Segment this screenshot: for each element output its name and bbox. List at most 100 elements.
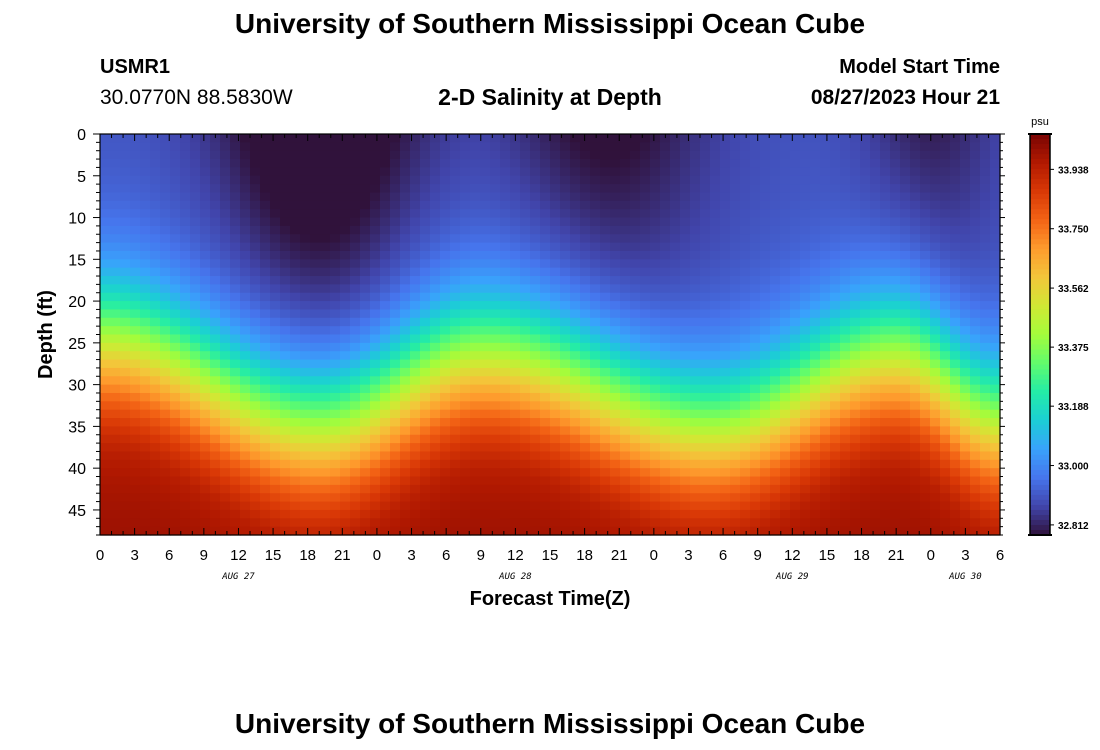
- heatmap-cell: [150, 384, 161, 394]
- heatmap-cell: [980, 217, 991, 227]
- heatmap-cell: [490, 501, 501, 511]
- heatmap-cell: [980, 392, 991, 402]
- heatmap-cell: [960, 401, 971, 411]
- heatmap-cell: [850, 150, 861, 160]
- heatmap-cell: [530, 259, 541, 269]
- heatmap-cell: [350, 459, 361, 469]
- heatmap-cell: [930, 317, 941, 327]
- heatmap-cell: [390, 476, 401, 486]
- heatmap-cell: [530, 317, 541, 327]
- heatmap-cell: [790, 317, 801, 327]
- heatmap-cell: [520, 309, 531, 319]
- heatmap-cell: [490, 376, 501, 386]
- heatmap-cell: [510, 501, 521, 511]
- heatmap-cell: [520, 159, 531, 169]
- heatmap-cell: [570, 518, 581, 528]
- heatmap-cell: [970, 284, 981, 294]
- heatmap-cell: [150, 426, 161, 436]
- heatmap-cell: [950, 200, 961, 210]
- heatmap-cell: [150, 443, 161, 453]
- heatmap-cell: [400, 418, 411, 427]
- heatmap-cell: [810, 301, 821, 311]
- heatmap-cell: [430, 192, 441, 202]
- heatmap-cell: [450, 484, 461, 494]
- heatmap-cell: [460, 159, 471, 169]
- heatmap-cell: [340, 376, 351, 386]
- heatmap-cell: [220, 518, 231, 528]
- heatmap-cell: [340, 309, 351, 319]
- heatmap-cell: [760, 292, 771, 302]
- heatmap-cell: [520, 175, 531, 185]
- heatmap-cell: [650, 493, 661, 503]
- heatmap-cell: [850, 225, 861, 235]
- heatmap-cell: [700, 150, 711, 160]
- heatmap-cell: [950, 267, 961, 277]
- x-tick-label: 3: [130, 547, 138, 564]
- heatmap-cell: [120, 342, 131, 352]
- heatmap-cell: [830, 484, 841, 494]
- heatmap-cell: [320, 526, 331, 536]
- heatmap-cell: [720, 175, 731, 185]
- heatmap-cell: [340, 259, 351, 269]
- heatmap-cell: [130, 209, 141, 219]
- heatmap-cell: [730, 518, 741, 528]
- heatmap-cell: [370, 317, 381, 327]
- heatmap-cell: [240, 418, 251, 427]
- heatmap-cell: [680, 476, 691, 486]
- heatmap-cell: [890, 200, 901, 210]
- heatmap-cell: [900, 384, 911, 394]
- heatmap-cell: [390, 217, 401, 227]
- heatmap-cell: [340, 184, 351, 194]
- heatmap-cell: [640, 217, 651, 227]
- heatmap-cell: [370, 401, 381, 411]
- heatmap-cell: [440, 526, 451, 536]
- heatmap-cell: [390, 443, 401, 453]
- heatmap-cell: [270, 342, 281, 352]
- heatmap-cell: [810, 225, 821, 235]
- heatmap-cell: [440, 443, 451, 453]
- heatmap-cell: [940, 250, 951, 260]
- heatmap-cell: [920, 418, 931, 427]
- heatmap-cell: [210, 209, 221, 219]
- heatmap-cell: [660, 167, 671, 177]
- heatmap-cell: [320, 451, 331, 461]
- heatmap-cell: [840, 409, 851, 419]
- heatmap-cell: [590, 392, 601, 402]
- heatmap-cell: [880, 217, 891, 227]
- heatmap-cell: [120, 526, 131, 536]
- heatmap-cell: [520, 518, 531, 528]
- heatmap-cell: [220, 276, 231, 285]
- heatmap-cell: [620, 150, 631, 160]
- heatmap-cell: [140, 376, 151, 386]
- heatmap-cell: [570, 359, 581, 369]
- heatmap-cell: [990, 192, 1001, 202]
- heatmap-cell: [530, 250, 541, 260]
- heatmap-cell: [760, 184, 771, 194]
- heatmap-cell: [570, 301, 581, 311]
- heatmap-cell: [310, 309, 321, 319]
- heatmap-cell: [330, 392, 341, 402]
- heatmap-cell: [140, 426, 151, 436]
- heatmap-cell: [550, 242, 561, 252]
- heatmap-cell: [130, 159, 141, 169]
- heatmap-cell: [470, 459, 481, 469]
- heatmap-cell: [230, 159, 241, 169]
- heatmap-cell: [180, 384, 191, 394]
- heatmap-cell: [310, 242, 321, 252]
- heatmap-cell: [500, 451, 511, 461]
- heatmap-cell: [470, 292, 481, 302]
- heatmap-cell: [810, 443, 821, 453]
- heatmap-cell: [270, 234, 281, 244]
- heatmap-cell: [320, 484, 331, 494]
- heatmap-cell: [860, 342, 871, 352]
- heatmap-cell: [260, 267, 271, 277]
- heatmap-cell: [220, 426, 231, 436]
- heatmap-cell: [990, 134, 1001, 143]
- heatmap-cell: [870, 526, 881, 536]
- heatmap-cell: [410, 150, 421, 160]
- heatmap-cell: [490, 401, 501, 411]
- heatmap-cell: [310, 468, 321, 478]
- heatmap-cell: [190, 217, 201, 227]
- heatmap-cell: [220, 242, 231, 252]
- heatmap-cell: [300, 518, 311, 528]
